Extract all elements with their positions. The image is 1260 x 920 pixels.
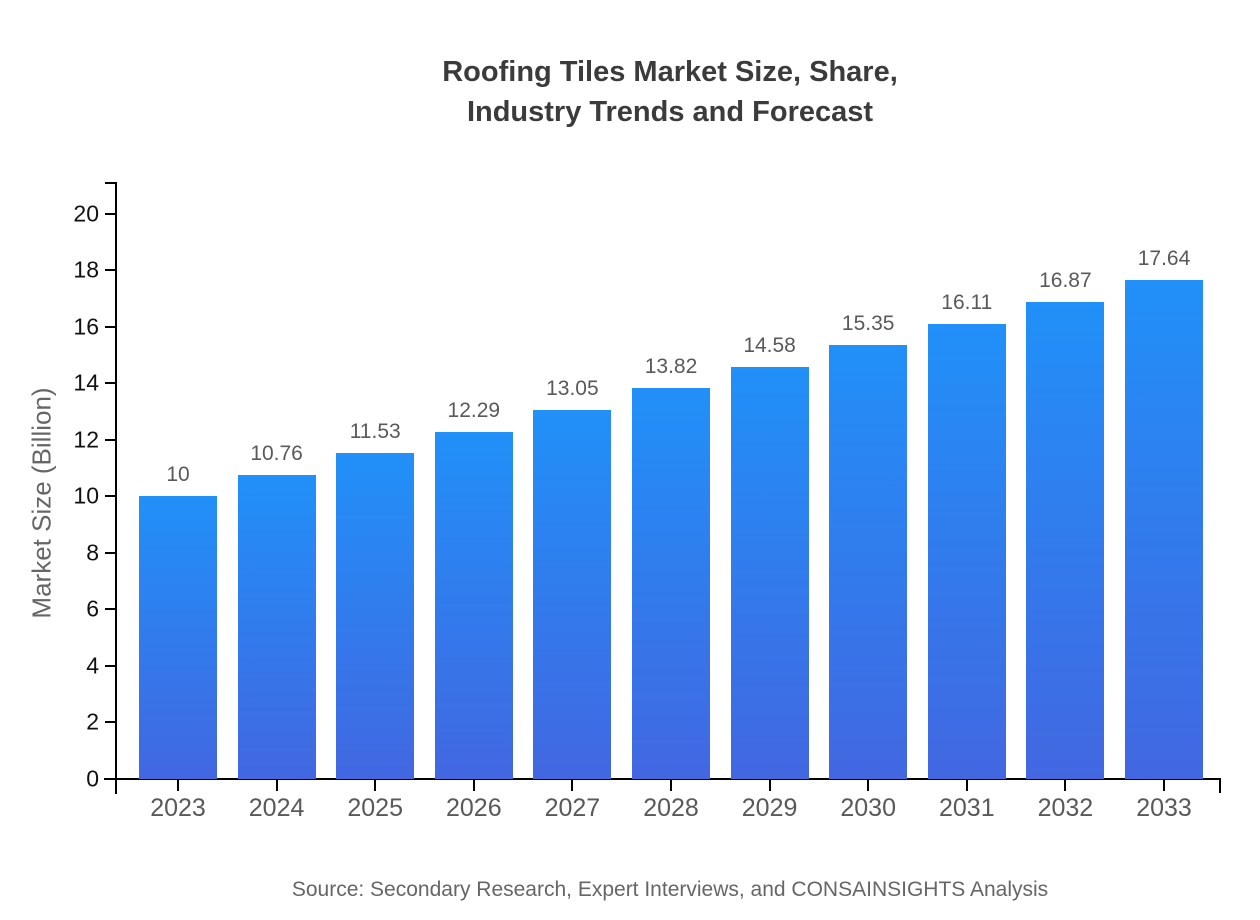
bar-value-label: 15.35 — [841, 312, 895, 336]
y-tick-label: 18 — [73, 256, 99, 283]
bar — [730, 366, 809, 779]
bar-value-label: 10 — [166, 463, 190, 487]
bar-value-label: 13.05 — [546, 377, 599, 401]
x-tick-label: 2028 — [643, 794, 699, 822]
x-tick-label: 2032 — [1037, 794, 1094, 822]
x-tick-label: 2025 — [347, 794, 403, 822]
y-tick-mark — [105, 325, 116, 328]
y-tick-mark — [105, 382, 116, 385]
bar — [336, 453, 415, 779]
x-tick-label: 2033 — [1136, 794, 1192, 822]
bar — [1026, 302, 1105, 779]
y-tick-label: 16 — [73, 313, 99, 340]
y-tick-mark — [105, 608, 116, 611]
bar — [632, 388, 710, 779]
y-tick-label: 20 — [73, 200, 99, 227]
bar — [927, 323, 1006, 779]
y-tick-label: 12 — [73, 426, 99, 453]
y-tick-label: 0 — [86, 765, 99, 792]
bar-value-label: 14.58 — [743, 333, 796, 357]
bar-value-label: 10.76 — [250, 441, 303, 465]
y-tick-mark — [105, 269, 116, 272]
chart-title-line2: Industry Trends and Forecast — [466, 96, 874, 128]
x-tick-label: 2029 — [741, 794, 798, 822]
bar-value-label: 11.53 — [349, 420, 401, 444]
x-tick-label: 2026 — [445, 794, 502, 822]
x-tick-label: 2030 — [840, 794, 896, 822]
x-tick-label: 2024 — [248, 794, 305, 822]
x-tick-mark — [965, 780, 968, 791]
source-note: Source: Secondary Research, Expert Inter… — [291, 878, 1049, 901]
y-tick-mark — [105, 212, 116, 215]
bar — [434, 431, 513, 779]
x-tick-mark — [1163, 780, 1165, 791]
x-tick-label: 2023 — [150, 794, 206, 822]
chart-title: Roofing Tiles Market Size, Share, Indust… — [442, 52, 898, 132]
y-axis-line — [115, 182, 117, 794]
bar — [139, 496, 217, 779]
y-tick-label: 10 — [73, 482, 99, 509]
y-tick-mark — [105, 664, 116, 667]
x-tick-mark — [1064, 780, 1067, 791]
y-tick-label: 8 — [86, 539, 99, 566]
bar-value-label: 12.29 — [447, 398, 501, 422]
bar-value-label: 16.87 — [1039, 269, 1092, 293]
y-tick-label: 6 — [86, 595, 99, 622]
y-tick-label: 14 — [73, 369, 99, 396]
x-axis-line — [104, 778, 1221, 780]
x-tick-mark — [374, 780, 377, 791]
chart-title-line1: Roofing Tiles Market Size, Share, — [442, 56, 898, 88]
x-tick-mark — [177, 780, 179, 791]
bar-value-label: 17.64 — [1137, 247, 1191, 271]
x-axis-right-cap — [1219, 778, 1221, 793]
bar — [533, 410, 612, 779]
bar — [1125, 280, 1203, 779]
y-tick-label: 2 — [86, 708, 99, 735]
y-tick-mark — [105, 721, 116, 724]
bar — [237, 474, 316, 779]
bar — [829, 345, 908, 779]
bar-value-label: 13.82 — [644, 355, 698, 379]
bar-value-label: 16.11 — [941, 290, 993, 314]
y-tick-label: 4 — [86, 652, 99, 679]
x-tick-mark — [670, 780, 672, 791]
x-tick-label: 2027 — [544, 794, 601, 822]
x-tick-mark — [275, 780, 278, 791]
y-tick-mark — [105, 495, 116, 498]
y-tick-mark — [105, 438, 116, 441]
y-axis-top-cap — [105, 182, 116, 184]
x-tick-label: 2031 — [938, 794, 995, 822]
x-tick-mark — [867, 780, 870, 791]
x-tick-mark — [571, 780, 574, 791]
x-tick-mark — [472, 780, 475, 791]
x-tick-mark — [768, 780, 771, 791]
y-tick-mark — [105, 778, 116, 780]
y-tick-mark — [105, 551, 116, 554]
